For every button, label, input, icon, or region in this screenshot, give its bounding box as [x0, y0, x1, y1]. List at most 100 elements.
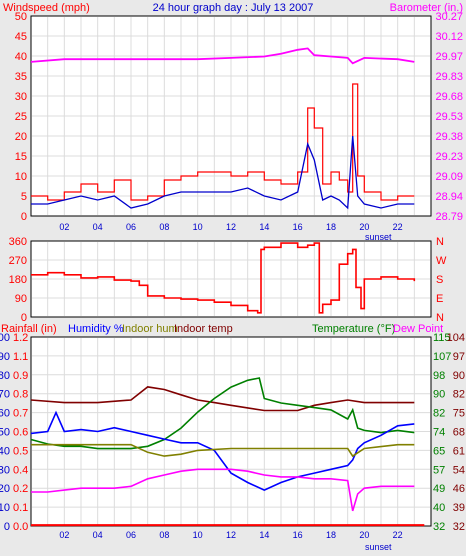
y-tick-label: 50: [0, 427, 10, 439]
y-tick-label: 61: [453, 445, 465, 457]
y-tick-label: 90: [15, 293, 27, 305]
y-tick-label: 1.2: [13, 332, 28, 344]
y-tick-label: 0.5: [13, 445, 28, 457]
y-tick-label: 82: [433, 408, 445, 420]
y-tick-label: N: [436, 312, 444, 324]
y-tick-label: 57: [433, 464, 445, 476]
y-tick-label: 0: [4, 521, 10, 533]
y-tick-label: 98: [433, 370, 445, 382]
x-tick-label: 18: [326, 530, 336, 540]
y-tick-label: 5: [21, 191, 27, 203]
series-line: [30, 410, 415, 491]
y-tick-label: 75: [453, 408, 465, 420]
y-tick-label: S: [436, 274, 443, 286]
sunset-label-top: sunset: [365, 232, 392, 242]
temp-humidity-series: [30, 377, 425, 527]
sunset-label-bottom: sunset: [365, 542, 392, 552]
y-tick-label: E: [436, 293, 443, 305]
series-line: [31, 242, 416, 314]
y-tick-label: 29.68: [435, 91, 463, 103]
direction-series: [31, 242, 416, 314]
y-tick-label: 107: [433, 351, 451, 363]
y-tick-label: 270: [9, 255, 27, 267]
x-tick-label: 12: [226, 530, 236, 540]
series-line: [30, 377, 415, 450]
y-tick-label: 10: [0, 502, 10, 514]
y-tick-label: 0.6: [13, 427, 28, 439]
x-tick-label: 02: [59, 530, 69, 540]
y-tick-label: 90: [433, 389, 445, 401]
y-tick-label: 25: [15, 111, 27, 123]
y-tick-label: 54: [453, 464, 465, 476]
y-tick-label: 30: [0, 464, 10, 476]
x-tick-label: 02: [59, 222, 69, 232]
y-tick-label: 29.97: [435, 51, 463, 63]
x-tick-label: 04: [93, 530, 103, 540]
series-line: [30, 386, 415, 412]
series-line: [30, 47, 415, 65]
barometer-axis-label: Barometer (in.): [390, 2, 463, 14]
y-tick-label: 0: [21, 312, 27, 324]
y-tick-label: 29.38: [435, 131, 463, 143]
y-tick-label: 29.23: [435, 151, 463, 163]
y-tick-label: 0.2: [13, 483, 28, 495]
y-tick-label: 28.94: [435, 191, 463, 203]
y-tick-label: 32: [433, 521, 445, 533]
y-tick-label: 74: [433, 427, 445, 439]
chart-title: 24 hour graph day : July 13 2007: [153, 2, 314, 14]
x-tick-label: 06: [126, 530, 136, 540]
y-tick-label: 35: [15, 71, 27, 83]
y-tick-label: N: [436, 236, 444, 248]
x-tick-label: 16: [293, 222, 303, 232]
y-tick-label: 0.0: [13, 521, 28, 533]
y-tick-label: 15: [15, 151, 27, 163]
y-tick-label: 0.1: [13, 502, 28, 514]
y-tick-label: 80: [0, 370, 10, 382]
y-tick-label: 97: [453, 351, 465, 363]
x-tick-label: 08: [159, 222, 169, 232]
y-tick-label: 49: [433, 483, 445, 495]
x-tick-label: 12: [226, 222, 236, 232]
x-tick-label: 14: [259, 530, 269, 540]
series-line: [31, 135, 415, 210]
x-tick-label: 22: [393, 530, 403, 540]
x-tick-label: 18: [326, 222, 336, 232]
rainfall-axis-label: Rainfall (in): [1, 323, 57, 335]
x-tick-label: 20: [359, 530, 369, 540]
y-tick-label: 28.79: [435, 211, 463, 223]
x-tick-label: 14: [259, 222, 269, 232]
y-tick-label: 0.7: [13, 408, 28, 420]
y-tick-label: 1.1: [13, 351, 28, 363]
tick-labels: 02 04 06 08 10 12 14 16 18 20 22 0 5 10 15 20 25 30 35 40 45…: [0, 11, 465, 540]
y-tick-label: W: [436, 255, 447, 267]
series-line: [31, 83, 415, 201]
y-tick-label: 30: [15, 91, 27, 103]
y-tick-label: 180: [9, 274, 27, 286]
y-tick-label: 65: [433, 445, 445, 457]
y-tick-label: 20: [0, 483, 10, 495]
y-tick-label: 29.83: [435, 71, 463, 83]
y-tick-label: 46: [453, 483, 465, 495]
x-tick-label: 10: [193, 222, 203, 232]
y-tick-label: 100: [0, 332, 10, 344]
y-tick-label: 39: [453, 502, 465, 514]
x-tick-label: 20: [359, 222, 369, 232]
y-tick-label: 40: [433, 502, 445, 514]
windspeed-axis-label: Windspeed (mph): [3, 2, 90, 14]
x-tick-label: 22: [393, 222, 403, 232]
y-tick-label: 104: [447, 332, 465, 344]
x-tick-label: 06: [126, 222, 136, 232]
y-tick-label: 32: [453, 521, 465, 533]
y-tick-label: 0: [21, 211, 27, 223]
y-tick-label: 29.09: [435, 171, 463, 183]
y-tick-label: 40: [0, 445, 10, 457]
y-tick-label: 50: [15, 11, 27, 23]
y-tick-label: 20: [15, 131, 27, 143]
y-tick-label: 68: [453, 427, 465, 439]
series-line: [31, 468, 415, 512]
y-tick-label: 70: [0, 389, 10, 401]
y-tick-label: 0.4: [13, 464, 28, 476]
y-tick-label: 29.53: [435, 111, 463, 123]
